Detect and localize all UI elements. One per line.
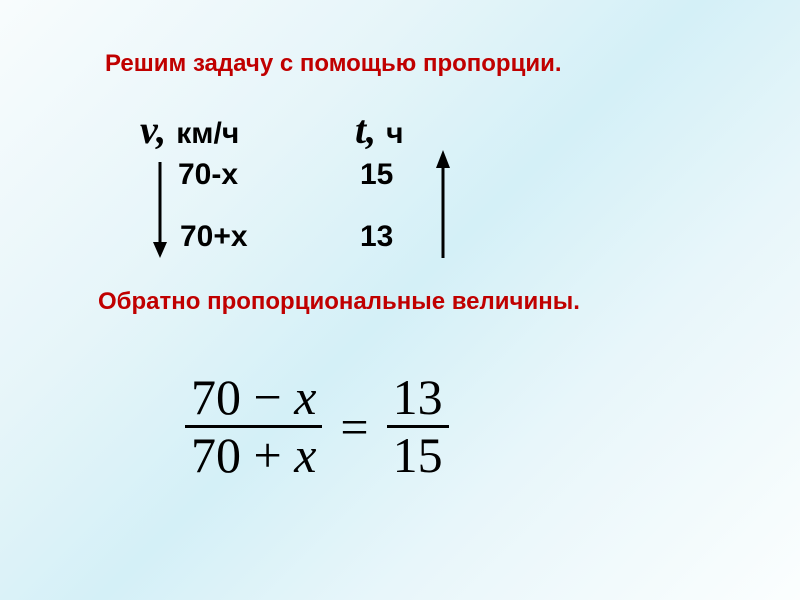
left-numerator: 70 − x (185, 370, 322, 425)
v-var: v, (140, 107, 166, 152)
den-op: + (254, 427, 282, 483)
t-unit: ч (386, 117, 403, 150)
slide-title: Решим задачу с помощью пропорции. (105, 50, 562, 78)
num-a: 70 (191, 369, 241, 425)
cell-r2-v: 70+х (180, 220, 248, 254)
arrow-up-icon (433, 148, 453, 260)
slide-subtitle: Обратно пропорциональные величины. (98, 288, 580, 316)
cell-r2-t: 13 (360, 220, 393, 254)
right-denominator: 15 (387, 428, 449, 483)
den-x: x (294, 427, 316, 483)
num-x: x (294, 369, 316, 425)
left-denominator: 70 + x (185, 428, 322, 483)
cell-r1-v: 70-х (178, 158, 238, 192)
col-v-header: v, км/ч (140, 106, 239, 153)
den-a: 70 (191, 427, 241, 483)
fraction-left: 70 − x 70 + x (185, 370, 322, 483)
cell-r1-t: 15 (360, 158, 393, 192)
fraction-right: 13 15 (387, 370, 449, 483)
arrow-down-icon (150, 160, 170, 260)
v-unit: км/ч (176, 117, 239, 150)
proportion-equation: 70 − x 70 + x = 13 15 (185, 370, 449, 483)
t-var: t, (355, 107, 376, 152)
num-op: − (254, 369, 282, 425)
equals-sign: = (340, 398, 368, 456)
right-numerator: 13 (387, 370, 449, 425)
col-t-header: t, ч (355, 106, 404, 153)
